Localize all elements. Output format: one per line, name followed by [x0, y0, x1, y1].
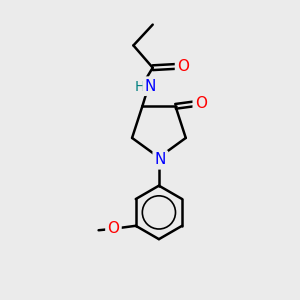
- Text: O: O: [107, 221, 119, 236]
- Text: N: N: [145, 79, 156, 94]
- Text: N: N: [155, 152, 166, 167]
- Text: O: O: [177, 59, 189, 74]
- Text: H: H: [134, 80, 145, 94]
- Text: O: O: [195, 96, 207, 111]
